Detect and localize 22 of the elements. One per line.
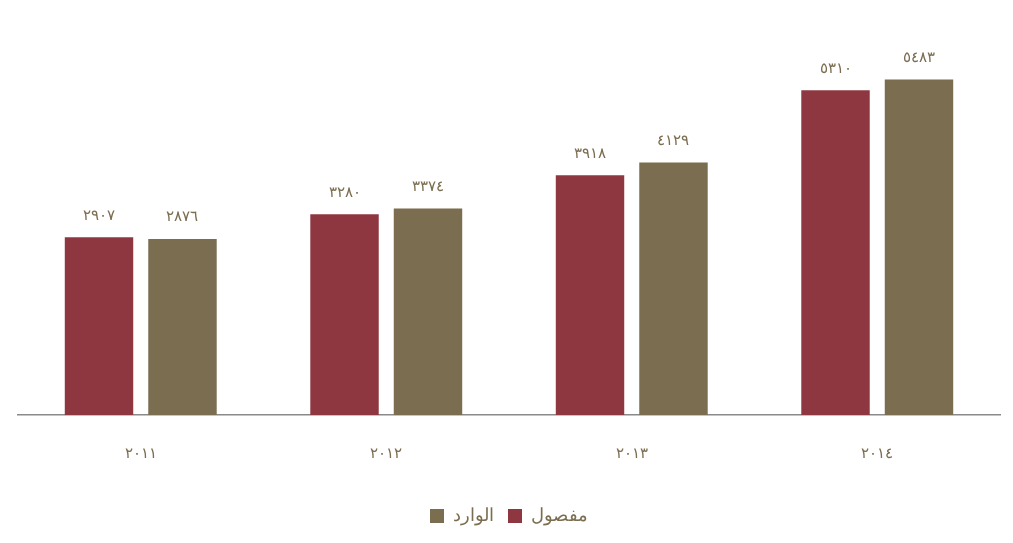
bar (393, 208, 463, 415)
bar (639, 162, 708, 415)
x-tick-label: ٢٠١٢ (370, 443, 403, 462)
data-label: ٢٩٠٧ (83, 205, 116, 224)
data-label: ٣٣٧٤ (411, 177, 444, 196)
data-label: ٣٩١٨ (574, 143, 607, 162)
bar (64, 237, 134, 415)
data-label: ٣٢٨٠ (328, 182, 361, 201)
legend-label: مفصول (531, 503, 588, 526)
data-label: ٢٨٧٦ (166, 207, 199, 226)
x-tick-label: ٢٠١٤ (861, 443, 894, 462)
data-label: ٥٣١٠ (819, 58, 852, 77)
x-tick-label: ٢٠١٣ (615, 443, 648, 462)
bar (148, 239, 217, 415)
data-label: ٥٤٨٣ (902, 48, 935, 67)
bar (884, 79, 954, 415)
bar (801, 90, 870, 415)
bar (555, 175, 625, 415)
data-label: ٤١٢٩ (657, 130, 690, 149)
bar (310, 214, 379, 415)
x-tick-label: ٢٠١١ (124, 443, 157, 462)
legend-label: الوارد (453, 503, 494, 526)
